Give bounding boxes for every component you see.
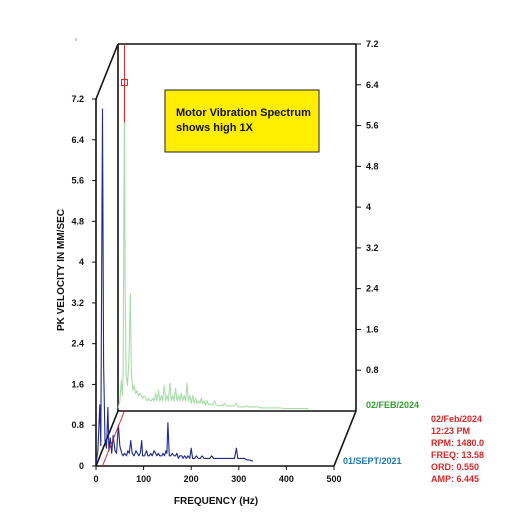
x-tick-label: 300 xyxy=(231,474,246,484)
readout-date: 02/Feb/2024 xyxy=(431,414,482,424)
cursor-readout: 02/Feb/2024 12:23 PM RPM: 1480.0 FREQ: 1… xyxy=(431,414,484,484)
readout-freq: FREQ: 13.58 xyxy=(431,450,484,460)
left-y-axis-ticks: 0 0.8 1.6 2.4 3.2 4 4.8 5.6 6.4 7.2 xyxy=(71,94,96,471)
right-tick-label: 2.4 xyxy=(366,284,379,294)
x-tick-label: 500 xyxy=(326,474,341,484)
depth-edge-top xyxy=(95,43,119,100)
right-tick-label: 6.4 xyxy=(366,80,379,90)
left-tick-label: 2.4 xyxy=(71,339,84,349)
left-tick-label: 3.2 xyxy=(71,298,84,308)
cursor-marker xyxy=(120,78,128,86)
right-y-axis-ticks: 0.8 1.6 2.4 3.2 4 4.8 5.6 6.4 7.2 xyxy=(356,39,379,375)
right-tick-label: 3.2 xyxy=(366,243,379,253)
x-tick-label: 200 xyxy=(184,474,199,484)
right-tick-label: 0.8 xyxy=(366,365,379,375)
annotation-line-2: shows high 1X xyxy=(176,122,254,134)
series-label-front: 01/SEPT/2021 xyxy=(343,456,402,466)
readout-rpm: RPM: 1480.0 xyxy=(431,438,484,448)
left-tick-label: 1.6 xyxy=(71,379,84,389)
spectrum-line-01-sept-2021 xyxy=(95,108,254,464)
cursor xyxy=(101,44,128,467)
right-tick-label: 4 xyxy=(366,202,371,212)
x-axis-title: FREQUENCY (Hz) xyxy=(174,496,258,507)
left-tick-label: 0.8 xyxy=(71,420,84,430)
left-tick-label: 0 xyxy=(79,461,84,471)
x-tick-label: 400 xyxy=(279,474,294,484)
left-tick-label: 4.8 xyxy=(71,216,84,226)
x-tick-label: 0 xyxy=(93,474,98,484)
left-tick-label: 7.2 xyxy=(71,94,84,104)
left-tick-label: 5.6 xyxy=(71,176,84,186)
x-axis-ticks: 0 100 200 300 400 500 xyxy=(93,466,342,484)
annotation-line-1: Motor Vibration Spectrum xyxy=(176,107,311,119)
x-tick-label: 100 xyxy=(136,474,151,484)
right-tick-label: 1.6 xyxy=(366,324,379,334)
depth-edge-right xyxy=(333,410,357,467)
cursor-depth-line xyxy=(101,410,125,467)
y-axis-title: PK VELOCITY IN MM/SEC xyxy=(56,209,67,331)
spectrum-line-02-feb-2024 xyxy=(117,81,309,410)
annotation-background xyxy=(164,89,320,153)
left-tick-label: 6.4 xyxy=(71,135,84,145)
series-02-feb-2024 xyxy=(117,81,309,410)
annotation-box: Motor Vibration Spectrum shows high 1X xyxy=(164,89,320,153)
readout-time: 12:23 PM xyxy=(431,426,470,436)
right-tick-label: 5.6 xyxy=(366,121,379,131)
right-tick-label: 4.8 xyxy=(366,161,379,171)
readout-amp: AMP: 6.445 xyxy=(431,474,479,484)
right-tick-label: 7.2 xyxy=(366,39,379,49)
readout-ord: ORD: 0.550 xyxy=(431,462,479,472)
left-tick-label: 4 xyxy=(79,257,84,267)
series-01-sept-2021 xyxy=(95,108,254,464)
series-label-back: 02/FEB/2024 xyxy=(366,400,419,410)
